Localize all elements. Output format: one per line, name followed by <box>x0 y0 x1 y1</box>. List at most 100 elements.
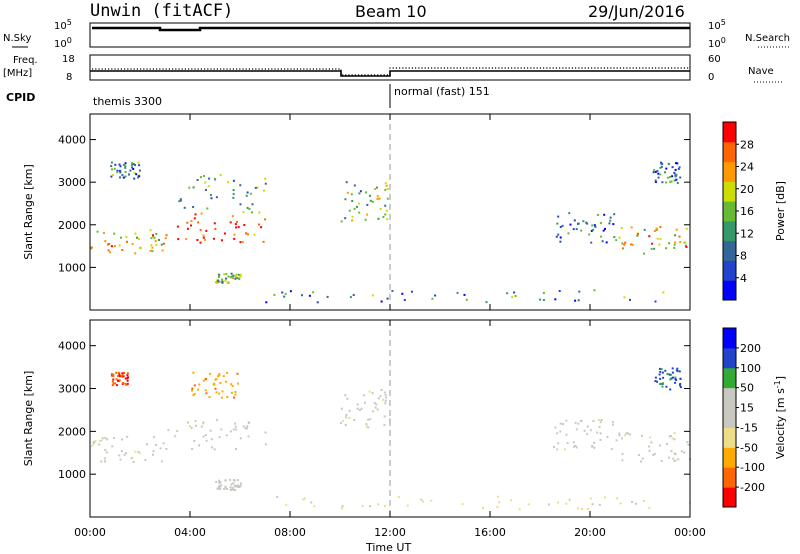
vel-echo-cell <box>239 484 242 487</box>
vel-echo-cell <box>122 375 125 378</box>
vel-echo-cell <box>653 452 656 455</box>
vel-echo-region <box>340 389 391 429</box>
vel-echo-cell <box>361 505 364 507</box>
vel-echo-cell <box>99 439 101 442</box>
power-echo-cell <box>232 193 235 196</box>
vel-echo-cell <box>191 387 194 390</box>
vel-echo-cell <box>591 445 594 448</box>
power-echo-cell <box>658 243 661 246</box>
vel-echo-cell <box>586 425 589 428</box>
vel-echo-cell <box>575 446 578 449</box>
vel-colorbar-swatch <box>723 447 736 468</box>
power-echo-cell <box>264 218 267 221</box>
power-echo-cell <box>199 241 202 244</box>
power-echo-cell <box>623 296 626 299</box>
vel-echo-cell <box>218 392 221 395</box>
power-echo-cell <box>262 240 265 243</box>
vel-echo-cell <box>659 377 662 380</box>
vel-echo-cell <box>382 398 385 401</box>
power-echo-cell <box>108 251 111 254</box>
power-echo-cell <box>107 249 110 252</box>
power-echo-cell <box>218 273 221 276</box>
vel-colorbar-swatch <box>723 487 736 508</box>
vel-echo-cell <box>208 396 211 398</box>
vel-echo-cell <box>565 419 568 422</box>
power-echo-cell <box>230 272 233 275</box>
power-echo-cell <box>685 227 688 230</box>
vel-echo-cell <box>104 448 107 451</box>
vel-echo-cell <box>121 372 124 375</box>
y-tick-label: 3000 <box>58 383 86 396</box>
power-echo-cell <box>385 184 388 187</box>
power-echo-cell <box>254 186 257 189</box>
vel-echo-cell <box>673 438 676 441</box>
power-echo-cell <box>150 244 153 247</box>
power-echo-cell <box>670 180 673 183</box>
power-echo-cell <box>251 203 254 206</box>
power-echo-cell <box>120 236 122 239</box>
vel-echo-cell <box>649 436 652 439</box>
vel-echo-cell <box>98 443 101 446</box>
vel-echo-cell <box>574 444 577 447</box>
vel-echo-cell <box>554 426 557 429</box>
power-echo-cell <box>121 174 124 177</box>
vel-echo-cell <box>218 372 221 375</box>
power-echo-cell <box>599 222 602 225</box>
vel-echo-cell <box>209 429 212 432</box>
power-echo-cell <box>674 234 677 237</box>
vel-echo-cell <box>586 433 589 436</box>
power-echo-cell <box>353 184 356 187</box>
power-echo-cell <box>149 229 152 232</box>
power-echo-cell <box>357 202 360 205</box>
vel-echo-cell <box>356 403 359 406</box>
vel-echo-cell <box>104 437 107 439</box>
vel-echo-cell <box>662 382 664 385</box>
vel-echo-cell <box>242 425 245 428</box>
vel-echo-cell <box>215 378 218 381</box>
power-echo-cell <box>366 213 369 216</box>
vel-echo-cell <box>618 432 621 435</box>
power-echo-cell <box>559 226 562 228</box>
power-echo-cell <box>229 276 232 279</box>
vel-echo-region <box>215 478 242 491</box>
vel-colorbar-label: Velocity [m s-1] <box>773 376 788 459</box>
vel-echo-cell <box>673 460 676 462</box>
power-echo-cell <box>654 181 657 183</box>
power-echo-cell <box>650 247 653 250</box>
power-echo-cell <box>665 167 668 170</box>
vel-echo-cell <box>566 442 569 444</box>
power-echo-cell <box>248 208 251 210</box>
power-echo-cell <box>260 226 263 229</box>
cpid-segment-1: themis 3300 <box>93 95 162 108</box>
vel-echo-cell <box>200 425 203 428</box>
vel-colorbar-swatch <box>723 387 736 409</box>
vel-echo-cell <box>213 383 216 386</box>
power-echo-cell <box>654 179 657 182</box>
vel-echo-cell <box>235 448 237 450</box>
x-tick-label: 04:00 <box>174 526 206 539</box>
vel-echo-cell <box>138 452 141 455</box>
vel-echo-cell <box>559 422 562 425</box>
vel-echo-cell <box>674 378 677 381</box>
vel-echo-cell <box>111 374 114 377</box>
vel-echo-cell <box>239 482 242 485</box>
vel-echo-cell <box>659 370 662 373</box>
vel-echo-cell <box>563 448 566 451</box>
vel-echo-cell <box>195 424 197 427</box>
vel-echo-cell <box>660 460 663 462</box>
power-echo-cell <box>600 235 603 238</box>
vel-echo-cell <box>229 430 232 433</box>
vel-echo-cell <box>348 417 351 419</box>
vel-echo-cell <box>145 443 148 446</box>
vel-echo-cell <box>406 504 409 507</box>
power-echo-cell <box>514 295 517 297</box>
power-colorbar-swatch <box>723 161 736 182</box>
power-echo-cell <box>224 232 226 235</box>
vel-colorbar-swatch <box>723 347 736 369</box>
vel-echo-cell <box>225 380 227 383</box>
power-echo-cell <box>214 228 217 230</box>
vel-echo-cell <box>103 457 106 460</box>
power-echo-cell <box>574 299 577 302</box>
power-echo-cell <box>651 242 654 245</box>
power-echo-cell <box>326 295 329 298</box>
